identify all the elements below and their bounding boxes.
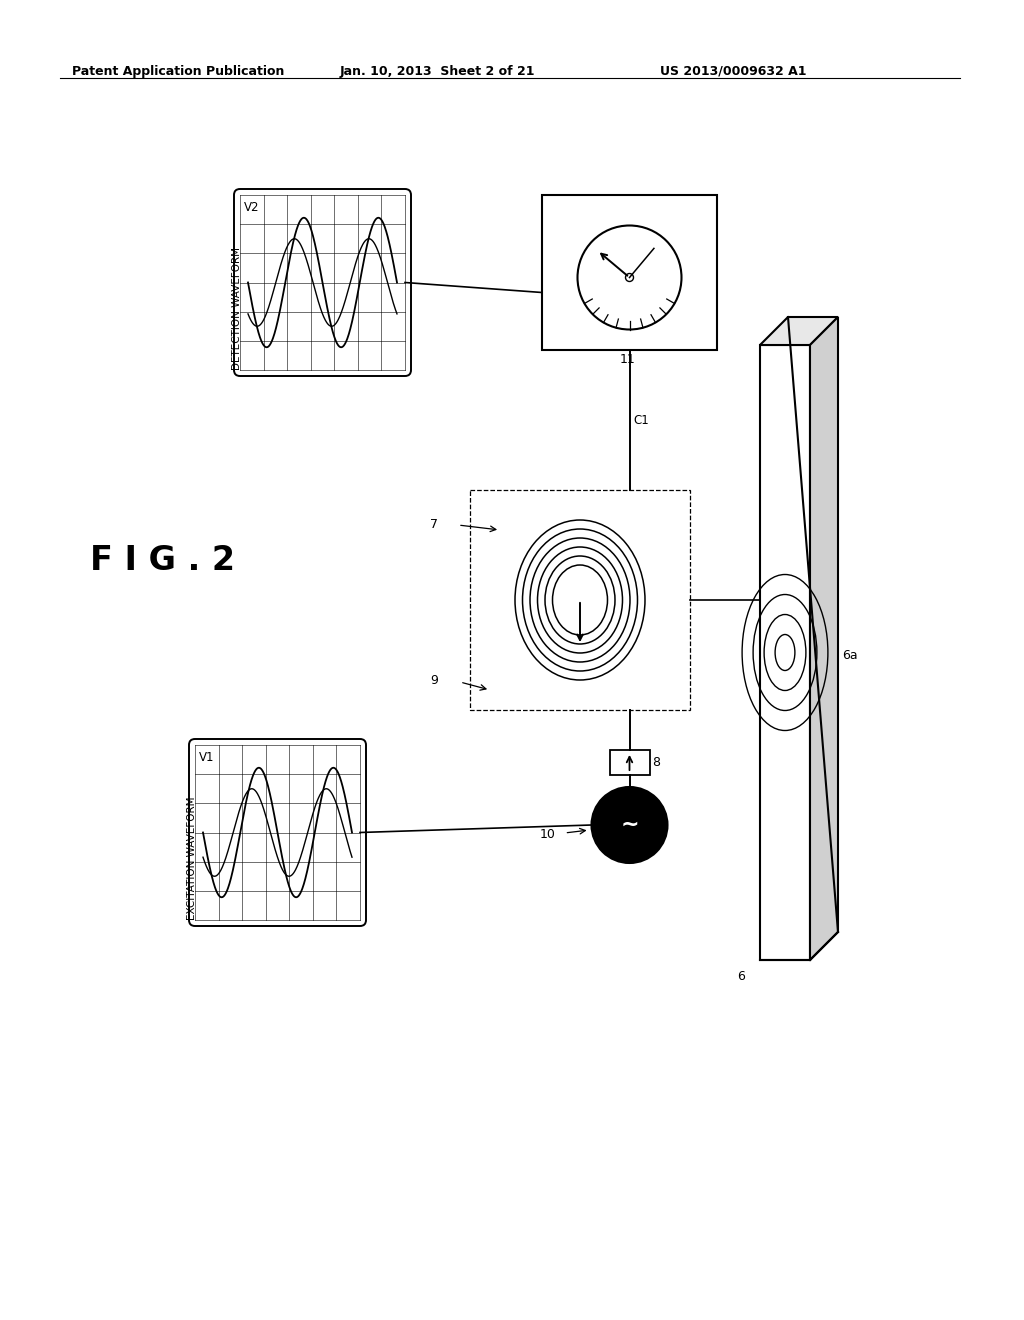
Text: V2: V2 — [244, 201, 259, 214]
Text: 11: 11 — [620, 352, 635, 366]
Text: 6: 6 — [737, 970, 745, 983]
Text: 8: 8 — [652, 756, 660, 770]
Circle shape — [626, 273, 634, 281]
Polygon shape — [760, 317, 838, 345]
Bar — [542, 195, 717, 350]
Circle shape — [592, 787, 668, 863]
Bar — [470, 490, 690, 710]
Text: C1: C1 — [634, 413, 649, 426]
Text: 10: 10 — [540, 829, 555, 842]
Text: 9: 9 — [430, 673, 438, 686]
Circle shape — [578, 226, 682, 330]
Text: 6a: 6a — [842, 648, 858, 661]
Text: Patent Application Publication: Patent Application Publication — [72, 65, 285, 78]
Text: US 2013/0009632 A1: US 2013/0009632 A1 — [660, 65, 807, 78]
Text: V1: V1 — [199, 751, 214, 764]
Text: 7: 7 — [430, 519, 438, 532]
Polygon shape — [810, 317, 838, 960]
FancyBboxPatch shape — [189, 739, 366, 927]
FancyBboxPatch shape — [234, 189, 411, 376]
Text: Jan. 10, 2013  Sheet 2 of 21: Jan. 10, 2013 Sheet 2 of 21 — [340, 65, 536, 78]
Text: EXCITATION WAVEFORM: EXCITATION WAVEFORM — [187, 796, 197, 920]
Bar — [609, 750, 649, 775]
Text: ~: ~ — [621, 814, 639, 836]
Polygon shape — [760, 345, 810, 960]
Text: F I G . 2: F I G . 2 — [90, 544, 234, 577]
Text: DETECTION WAVEFORM: DETECTION WAVEFORM — [232, 247, 242, 370]
